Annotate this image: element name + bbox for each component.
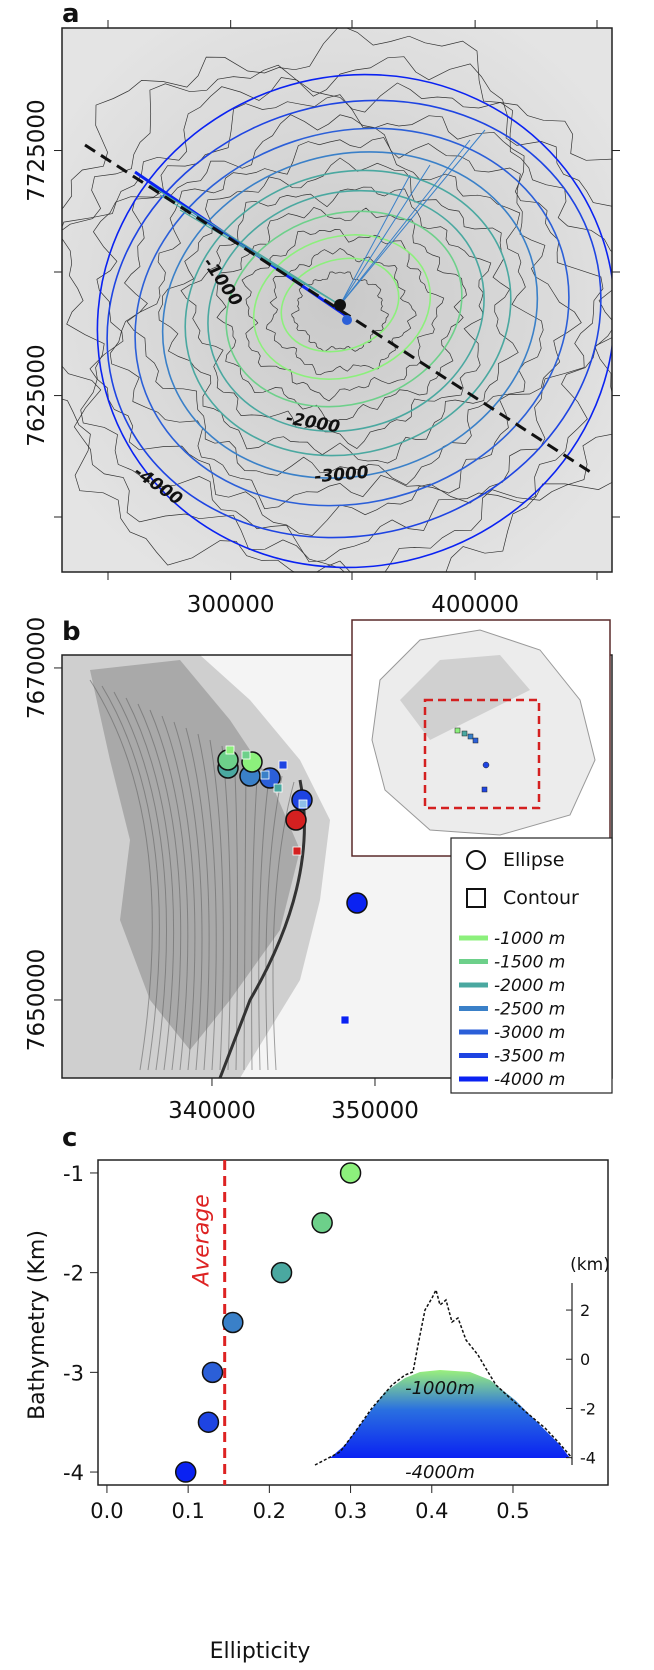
center-symbol: [299, 800, 307, 808]
legend-label: -2500 m: [494, 1000, 565, 1020]
x-tick-label: 340000: [168, 1098, 256, 1124]
panel-label: b: [62, 617, 81, 647]
x-tick-label: 400000: [431, 592, 519, 618]
legend-label: -3500 m: [494, 1047, 565, 1067]
center-point: [334, 299, 346, 311]
center-symbol: [286, 810, 306, 830]
inset-map: [352, 620, 610, 856]
profile-label: -4000m: [405, 1462, 475, 1483]
center-symbol: [341, 1016, 349, 1024]
average-label: Average: [190, 1194, 215, 1288]
data-point: [223, 1313, 243, 1333]
inset-tick-label: -2: [580, 1399, 596, 1418]
x-tick-label: 0.5: [496, 1499, 529, 1523]
center-symbol: [279, 761, 287, 769]
center-symbol: [293, 847, 301, 855]
y-tick-label: -3: [63, 1361, 84, 1385]
data-point: [203, 1362, 223, 1382]
x-tick-label: 0.4: [415, 1499, 448, 1523]
inset-tick-label: 0: [580, 1350, 590, 1369]
y-tick-label: -4: [63, 1461, 84, 1485]
panel-label: a: [62, 0, 80, 29]
y-tick-label: 7625000: [24, 344, 50, 446]
x-tick-label: 0.3: [334, 1499, 367, 1523]
x-tick-label: 300000: [187, 592, 275, 618]
center-symbol: [261, 771, 269, 779]
x-tick-label: 0.2: [253, 1499, 286, 1523]
y-tick-label: -2: [63, 1262, 84, 1286]
inset-tick-label: -4: [580, 1449, 596, 1468]
legend-label: -4000 m: [494, 1070, 565, 1090]
data-point: [312, 1213, 332, 1233]
legend-label: -1000 m: [494, 929, 565, 949]
legend-label: -1500 m: [494, 953, 565, 973]
data-point: [176, 1462, 196, 1482]
inset-tick-label: 2: [580, 1301, 590, 1320]
center-symbol: [274, 784, 282, 792]
x-tick-label: 0.1: [171, 1499, 204, 1523]
data-point: [198, 1412, 218, 1432]
inset-unit-label: (km): [570, 1255, 610, 1275]
center-symbol: [242, 751, 250, 759]
center-symbol: [226, 746, 234, 754]
legend-label: -3000 m: [494, 1023, 565, 1043]
center-point: [342, 315, 352, 325]
panel-label: c: [62, 1123, 77, 1153]
legend-label: -2000 m: [494, 976, 565, 996]
y-tick-label: 7725000: [24, 99, 50, 201]
figure: -1000-2000-3000-4000 a300000400000772500…: [0, 0, 654, 1670]
profile-label: -1000m: [405, 1378, 475, 1399]
y-tick-label: -1: [63, 1162, 84, 1186]
y-tick-label: 7650000: [24, 949, 50, 1051]
x-tick-label: 0.0: [90, 1499, 123, 1523]
center-symbol: [347, 893, 367, 913]
y-tick-label: 7670000: [24, 617, 50, 719]
data-point: [341, 1163, 361, 1183]
x-axis-label: Ellipticity: [210, 1639, 311, 1664]
legend-label: Contour: [503, 887, 579, 909]
legend-label: Ellipse: [503, 849, 565, 871]
y-axis-label: Bathymetry (Km): [25, 1230, 50, 1420]
data-point: [272, 1263, 292, 1283]
x-tick-label: 350000: [331, 1098, 419, 1124]
